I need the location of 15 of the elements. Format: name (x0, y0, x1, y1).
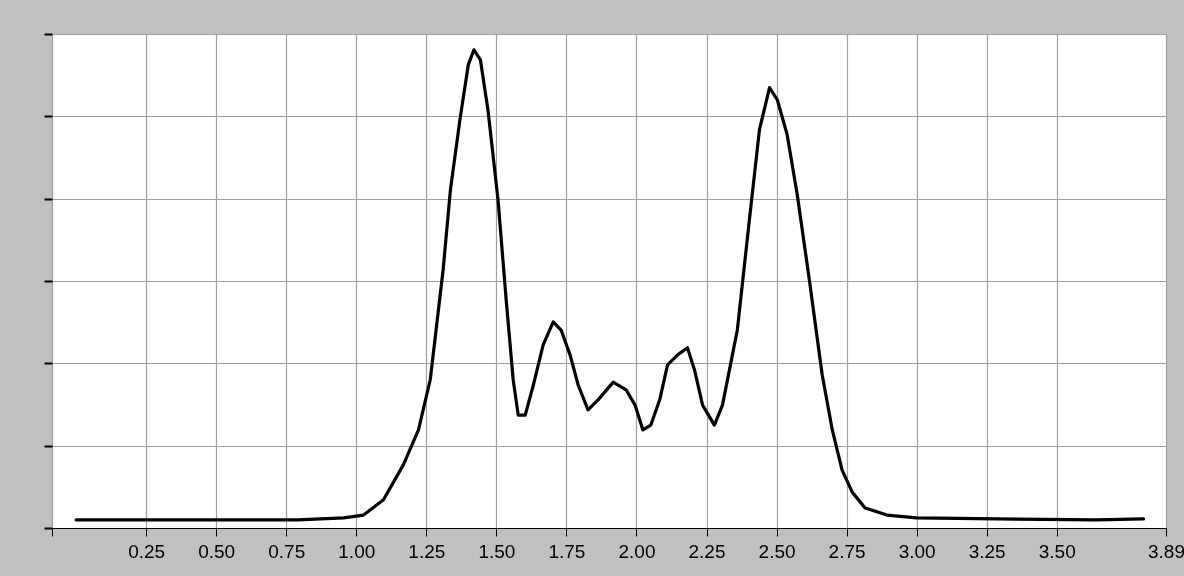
x-tick-label: 2.50 (758, 540, 796, 562)
x-tick-label: 3.25 (968, 540, 1006, 562)
x-tick-label: 2.25 (688, 540, 726, 562)
x-tick-label: 1.00 (338, 540, 376, 562)
x-tick-label: 3.50 (1038, 540, 1076, 562)
x-tick-label: 2.00 (618, 540, 656, 562)
x-tick-label: 1.50 (478, 540, 516, 562)
x-tick-label: 0.50 (198, 540, 236, 562)
x-tick-label: 2.75 (828, 540, 866, 562)
x-tick-label: 1.25 (408, 540, 446, 562)
x-tick-label: 0.25 (128, 540, 166, 562)
x-tick-label: 0.75 (268, 540, 306, 562)
x-tick-label: 3.89 (1148, 540, 1184, 562)
x-tick-label: 1.75 (548, 540, 586, 562)
x-tick-label: 3.00 (898, 540, 936, 562)
